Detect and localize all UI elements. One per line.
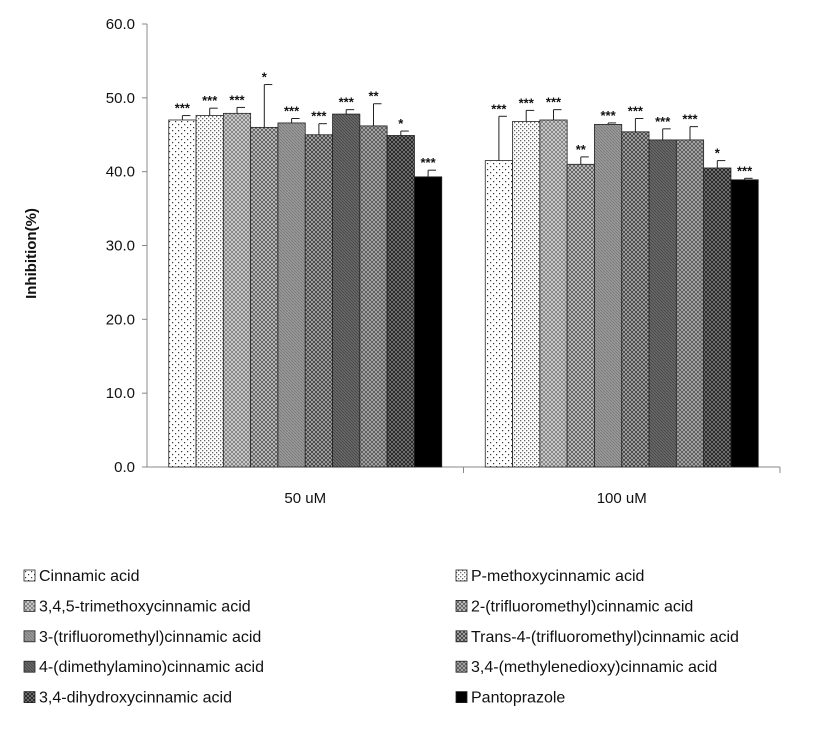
significance-label: ***	[546, 95, 562, 110]
bar	[195, 115, 224, 468]
legend: Cinnamic acid P-methoxycinnamic acid 3,4,5…	[23, 568, 739, 707]
bar	[277, 122, 306, 468]
y-tick-label: 50.0	[106, 90, 135, 107]
bar	[304, 134, 333, 468]
x-tick-label: 50 uM	[284, 490, 326, 507]
bar	[386, 135, 415, 468]
significance-label: **	[368, 89, 379, 104]
legend-item: 3,4-(methylenedioxy)cinnamic acid	[455, 659, 717, 676]
legend-swatch	[455, 660, 468, 673]
significance-label: ***	[175, 101, 191, 116]
legend-swatch	[23, 569, 36, 582]
legend-item: 3,4,5-trimethoxycinnamic acid	[23, 598, 251, 615]
significance-label: ***	[311, 109, 327, 124]
legend-item: 3-(trifluoromethyl)cinnamic acid	[23, 629, 261, 646]
significance-label: ***	[202, 93, 218, 108]
bar	[250, 126, 279, 468]
legend-label: Trans-4-(trifluoromethyl)cinnamic acid	[471, 629, 739, 646]
x-tick-label: 100 uM	[597, 490, 647, 507]
legend-item: P-methoxycinnamic acid	[455, 568, 644, 585]
significance-label: ***	[519, 95, 535, 110]
significance-label: ***	[339, 95, 355, 110]
legend-item: Cinnamic acid	[23, 568, 139, 585]
legend-item: 4-(dimethylamino)cinnamic acid	[23, 659, 264, 676]
legend-label: 4-(dimethylamino)cinnamic acid	[39, 659, 264, 676]
legend-item: Trans-4-(trifluoromethyl)cinnamic acid	[455, 629, 739, 646]
legend-swatch	[455, 600, 468, 612]
significance-label: ***	[491, 101, 507, 116]
legend-swatch	[455, 691, 468, 703]
y-tick-label: 20.0	[106, 311, 135, 328]
bar	[332, 113, 361, 468]
legend-swatch	[23, 660, 36, 673]
legend-label: 3-(trifluoromethyl)cinnamic acid	[39, 629, 261, 646]
legend-label: 3,4-(methylenedioxy)cinnamic acid	[471, 659, 717, 676]
bar	[359, 125, 388, 468]
significance-label: *	[262, 70, 268, 85]
significance-label: *	[715, 146, 721, 161]
bar	[594, 124, 623, 468]
significance-label: ***	[737, 163, 753, 178]
bar	[621, 131, 650, 468]
legend-swatch	[23, 630, 36, 643]
legend-label: Cinnamic acid	[39, 568, 139, 585]
significance-label: ***	[628, 104, 644, 119]
legend-label: 2-(trifluoromethyl)cinnamic acid	[471, 598, 693, 615]
y-axis-label: Inhibition(%)	[23, 208, 40, 299]
significance-label: **	[576, 142, 587, 157]
significance-label: ***	[421, 155, 437, 170]
legend-label: Pantoprazole	[471, 690, 565, 707]
plot-area: 0.0 10.0 20.0 30.0 40.0 50.0 60.0 Inhibition(%)…	[23, 16, 781, 507]
legend-swatch	[23, 600, 36, 612]
bar	[512, 121, 541, 468]
y-tick-label: 0.0	[114, 459, 135, 476]
bar	[648, 139, 677, 468]
legend-label: 3,4-dihydroxycinnamic acid	[39, 690, 232, 707]
legend-swatch	[455, 569, 468, 582]
y-tick-label: 60.0	[106, 16, 135, 33]
y-tick-label: 30.0	[106, 238, 135, 255]
legend-swatch	[455, 630, 468, 643]
legend-item: Pantoprazole	[455, 690, 565, 707]
bar	[222, 112, 252, 468]
bar	[566, 163, 595, 468]
y-tick-label: 40.0	[106, 164, 135, 181]
significance-label: ***	[229, 92, 245, 107]
legend-item: 2-(trifluoromethyl)cinnamic acid	[455, 598, 693, 615]
legend-item: 3,4-dihydroxycinnamic acid	[23, 690, 232, 707]
bar	[703, 167, 732, 468]
significance-label: ***	[284, 104, 300, 119]
significance-label: ***	[601, 108, 617, 123]
legend-swatch	[23, 691, 36, 703]
significance-label: ***	[682, 112, 698, 127]
bar	[675, 139, 705, 468]
bar	[730, 179, 759, 468]
legend-label: 3,4,5-trimethoxycinnamic acid	[39, 598, 251, 615]
significance-label: ***	[655, 114, 671, 129]
legend-label: P-methoxycinnamic acid	[471, 568, 644, 585]
significance-label: *	[398, 116, 404, 131]
bar	[168, 119, 197, 468]
bar	[484, 160, 513, 468]
bar	[414, 176, 443, 468]
bar	[539, 119, 568, 468]
y-tick-label: 10.0	[106, 385, 135, 402]
